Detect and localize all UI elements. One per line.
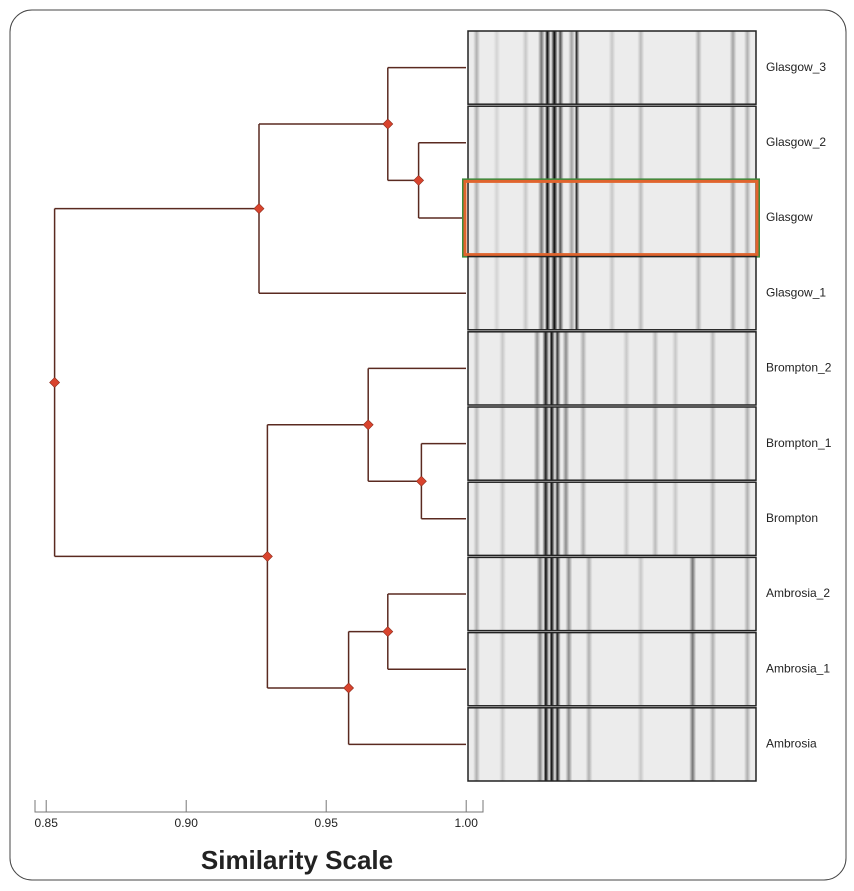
lane-label: Glasgow_1 <box>766 285 826 299</box>
gel-lane <box>468 181 756 254</box>
lane-label: Brompton <box>766 511 818 525</box>
gel-lane <box>468 482 756 555</box>
lane-label: Brompton_2 <box>766 361 832 375</box>
x-tick-label: 0.95 <box>315 816 339 830</box>
lane-label: Glasgow <box>766 210 813 224</box>
gel-lane <box>468 407 756 480</box>
page: Similarity Scale 0.85 0.90 0.95 1.00 Glasgow… <box>0 0 854 891</box>
gel-lane <box>468 106 756 179</box>
gel-lane <box>468 557 756 630</box>
chart: Similarity Scale 0.85 0.90 0.95 1.00 Glasgow… <box>0 0 854 886</box>
lane-label: Ambrosia <box>766 737 817 751</box>
x-tick-label: 0.90 <box>175 816 199 830</box>
gel-lane <box>468 633 756 706</box>
x-tick-label: 1.00 <box>455 816 479 830</box>
gel-lane <box>468 708 756 781</box>
lane-label: Glasgow_3 <box>766 60 826 74</box>
lane-label: Ambrosia_2 <box>766 586 830 600</box>
gel-lane <box>468 257 756 330</box>
lane-label: Glasgow_2 <box>766 135 826 149</box>
x-tick-label: 0.85 <box>35 816 59 830</box>
lane-label: Ambrosia_1 <box>766 661 830 675</box>
gel-lane <box>468 332 756 405</box>
lane-label: Brompton_1 <box>766 436 832 450</box>
gel-lane <box>468 31 756 104</box>
scale-title: Similarity Scale <box>201 845 393 875</box>
